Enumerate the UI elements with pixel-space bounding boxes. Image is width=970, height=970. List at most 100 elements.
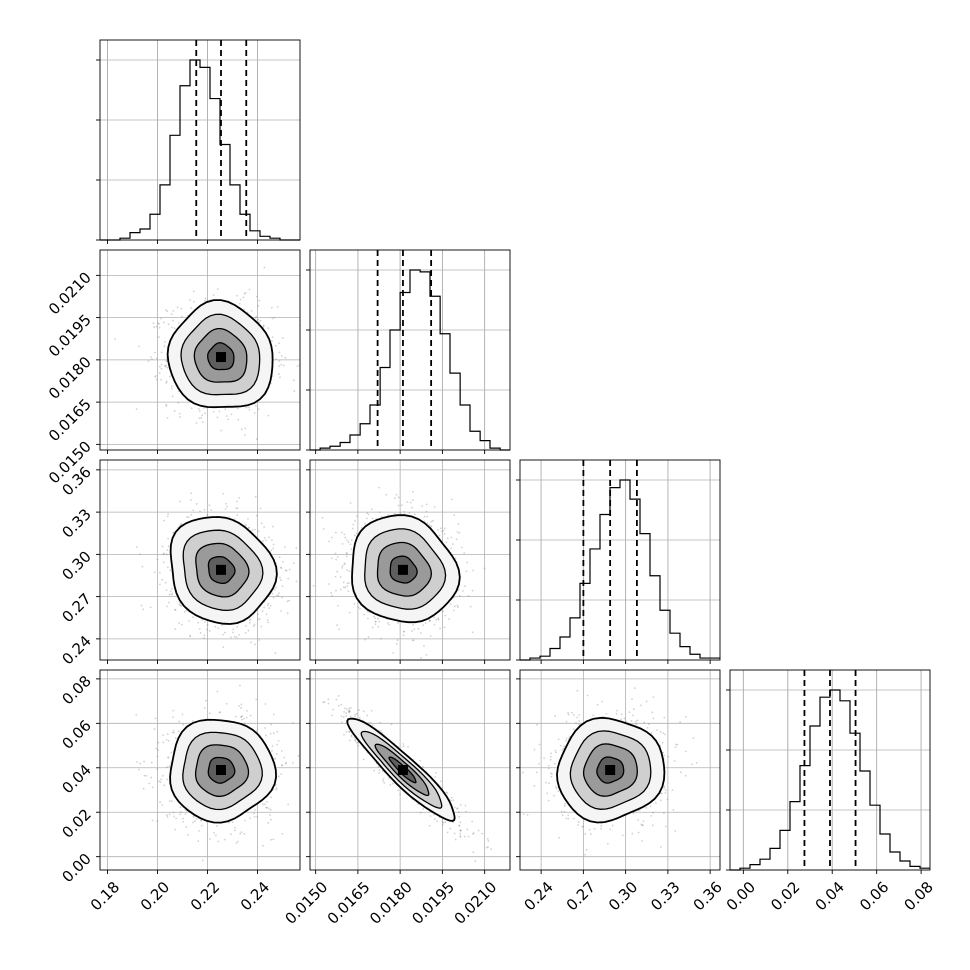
sample-point (397, 789, 400, 792)
sample-point (407, 745, 409, 748)
sample-point (600, 827, 602, 830)
sample-point (243, 832, 246, 835)
sample-point (195, 422, 198, 424)
sample-point (257, 408, 260, 411)
sample-point (284, 762, 287, 765)
sample-point (549, 755, 552, 758)
sample-point (374, 620, 377, 623)
sample-point (180, 605, 183, 607)
sample-point (636, 719, 639, 722)
sample-point (605, 712, 608, 715)
sample-point (367, 636, 370, 639)
sample-point (462, 590, 464, 592)
sample-point (236, 625, 239, 628)
sample-point (254, 317, 257, 319)
contour-line (193, 327, 248, 383)
sample-point (145, 774, 148, 777)
sample-point (632, 812, 635, 815)
sample-point (276, 594, 278, 597)
sample-point (168, 593, 171, 596)
sample-point (674, 830, 677, 832)
sample-point (166, 778, 169, 781)
sample-point (449, 603, 452, 606)
sample-point (637, 819, 640, 822)
sample-point (546, 792, 549, 795)
sample-point (378, 769, 381, 772)
sample-point (202, 407, 205, 409)
sample-point (202, 637, 205, 639)
sample-point (206, 628, 208, 631)
sample-point (322, 701, 325, 704)
sample-point (179, 416, 181, 418)
sample-point (168, 375, 171, 378)
sample-point (355, 741, 358, 744)
sample-point (279, 376, 281, 379)
sample-point (328, 583, 330, 585)
sample-point (433, 506, 436, 508)
sample-point (243, 717, 245, 720)
sample-point (155, 325, 158, 328)
sample-point (357, 606, 360, 609)
sample-point (212, 410, 215, 413)
sample-point (323, 701, 326, 703)
sample-point (249, 714, 252, 717)
sample-point (265, 734, 267, 737)
sample-point (274, 652, 277, 654)
x-tick-label: 0.0210 (451, 878, 501, 928)
sample-point (240, 703, 243, 706)
sample-point (366, 617, 369, 620)
sample-point (175, 817, 178, 820)
sample-point (457, 824, 460, 827)
sample-point (206, 513, 209, 516)
sample-point (428, 523, 431, 526)
sample-point (174, 608, 176, 611)
sample-point (397, 622, 399, 624)
sample-point (238, 302, 241, 305)
sample-point (547, 767, 550, 770)
sample-point (472, 569, 474, 572)
sample-point (380, 515, 383, 518)
sample-point (442, 529, 445, 532)
sample-point (337, 604, 339, 607)
y-tick-label: 0.00 (58, 850, 94, 886)
sample-point (413, 628, 416, 631)
sample-point (270, 306, 273, 309)
sample-point (565, 817, 568, 820)
sample-point (630, 719, 633, 722)
x-tick-label: 0.08 (901, 878, 937, 914)
sample-point (140, 604, 143, 607)
sample-point (166, 417, 169, 419)
x-tick-label: 0.04 (812, 878, 848, 914)
sample-point (628, 711, 631, 714)
sample-point (158, 571, 161, 574)
sample-point (441, 820, 444, 823)
y-tick-label: 0.24 (58, 632, 94, 668)
sample-point (371, 626, 374, 629)
sample-point (395, 493, 398, 496)
sample-point (267, 602, 270, 605)
sample-point (346, 552, 348, 555)
sample-point (578, 714, 580, 716)
sample-point (417, 803, 420, 806)
sample-point (209, 838, 211, 840)
sample-point (402, 634, 405, 637)
sample-point (161, 578, 164, 581)
sample-point (214, 625, 217, 628)
sample-point (633, 687, 636, 690)
sample-point (160, 778, 162, 781)
sample-point (256, 815, 259, 818)
sample-point (166, 310, 169, 313)
sample-point (344, 707, 346, 710)
sample-point (555, 787, 558, 790)
sample-point (632, 714, 634, 717)
sample-point (438, 534, 441, 537)
x-tick-label: 0.18 (87, 878, 123, 914)
sample-point (165, 404, 168, 407)
sample-point (166, 549, 169, 552)
sample-point (236, 407, 239, 410)
sample-point (581, 825, 584, 828)
sample-point (615, 712, 618, 715)
scatter-panel (306, 459, 511, 664)
sample-point (256, 295, 258, 298)
sample-point (271, 592, 274, 595)
